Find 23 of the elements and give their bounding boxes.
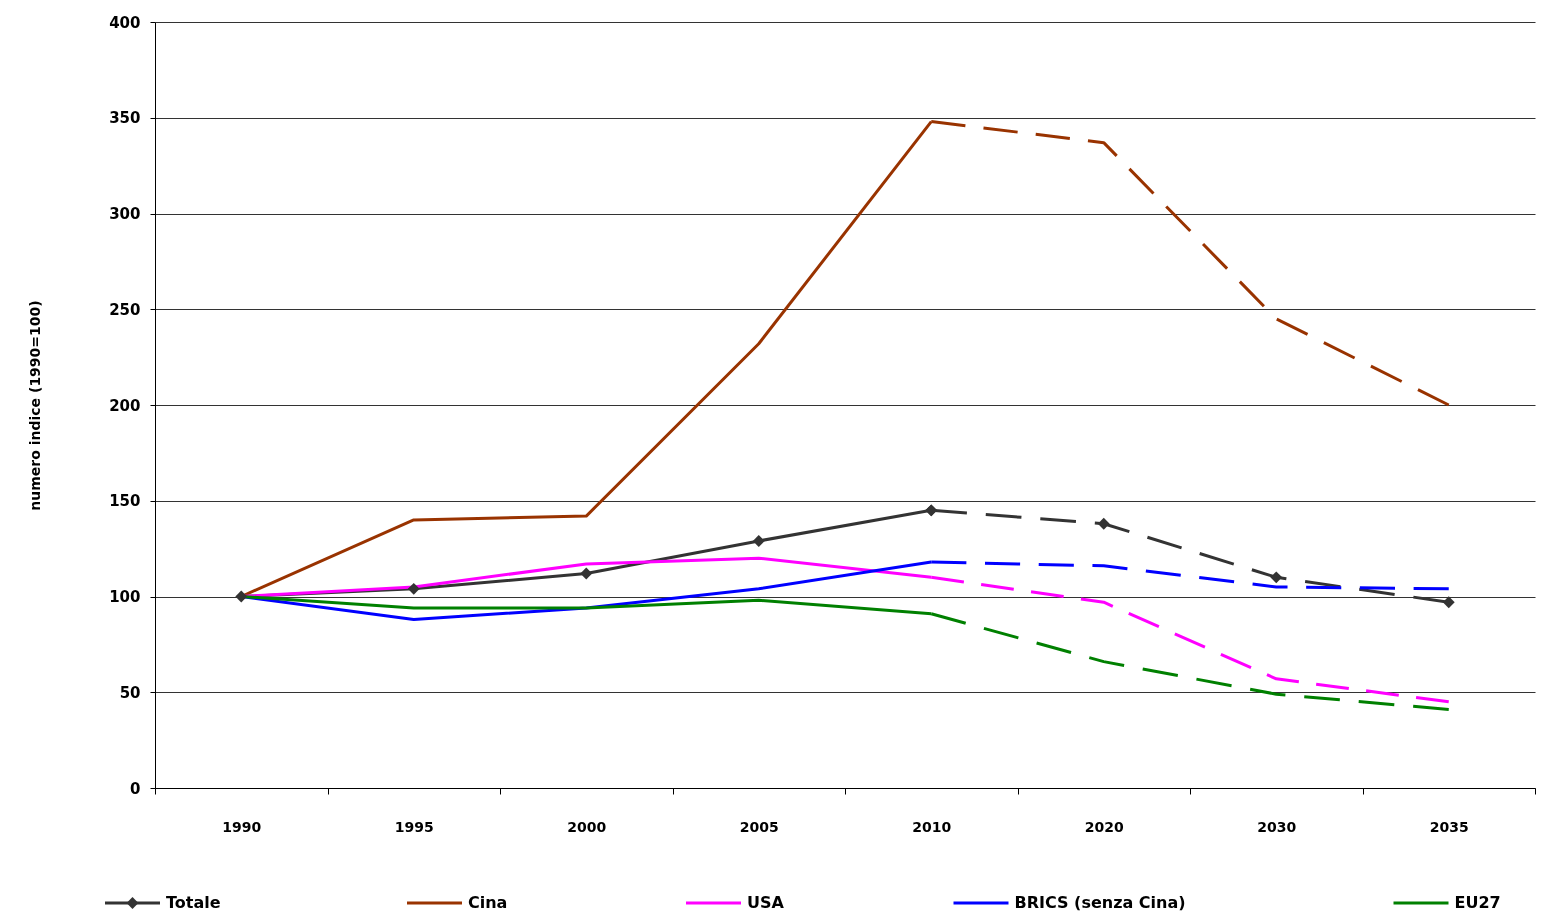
legend-label: BRICS (senza Cina) xyxy=(1014,893,1186,912)
y-tick-label: 50 xyxy=(119,683,141,702)
x-tick-label: 2035 xyxy=(1429,818,1469,835)
x-tick-label: 2000 xyxy=(567,818,607,835)
legend-label: Cina xyxy=(468,893,508,912)
x-tick-label: 2005 xyxy=(739,818,779,835)
legend-label: EU27 xyxy=(1454,893,1501,912)
x-tick-label: 2010 xyxy=(912,818,952,835)
y-tick-label: 300 xyxy=(109,205,141,223)
x-tick-label: 2030 xyxy=(1257,818,1297,835)
x-tick-label: 1995 xyxy=(394,818,434,835)
y-tick-label: 400 xyxy=(109,13,141,32)
y-tick-label: 250 xyxy=(109,300,141,319)
y-tick-label: 0 xyxy=(130,779,141,798)
y-tick-label: 200 xyxy=(109,396,141,415)
x-tick-label: 2020 xyxy=(1084,818,1124,835)
y-tick-label: 100 xyxy=(109,588,141,606)
y-axis-title: numero indice (1990=100) xyxy=(27,300,44,511)
y-tick-label: 350 xyxy=(109,109,141,128)
x-tick-label: 1990 xyxy=(222,818,262,835)
legend-label: USA xyxy=(747,893,785,912)
y-tick-label: 150 xyxy=(109,492,141,511)
legend-label: Totale xyxy=(166,893,221,912)
